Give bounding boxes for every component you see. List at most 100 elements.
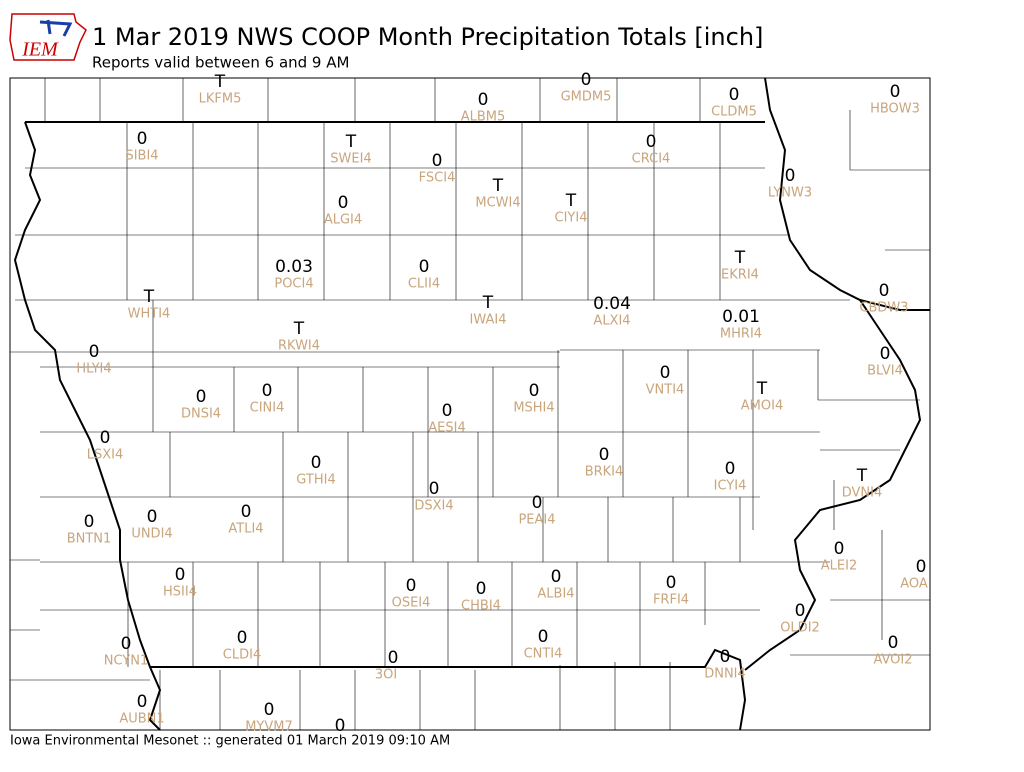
station-label: 3OI xyxy=(375,668,397,683)
station-value: 0 xyxy=(725,459,736,479)
station-label: SWEI4 xyxy=(330,152,371,167)
station-label: AOA xyxy=(900,577,928,592)
station-label: CIYI4 xyxy=(555,211,588,226)
station-label: HLYI4 xyxy=(76,362,111,377)
station-value: 0 xyxy=(795,601,806,621)
station-label: UNDI4 xyxy=(131,527,172,542)
station-value: 0 xyxy=(429,479,440,499)
station-label: CRCI4 xyxy=(632,152,671,167)
station-value: 0 xyxy=(147,507,158,527)
station-label: CLDI4 xyxy=(223,648,261,663)
station-label: LYNW3 xyxy=(768,186,812,201)
station-label: LSXI4 xyxy=(87,448,124,463)
station-value: 0 xyxy=(442,401,453,421)
station-value: 0 xyxy=(581,70,592,90)
station-label: CLDM5 xyxy=(711,105,757,120)
map xyxy=(9,77,931,731)
station-value: T xyxy=(856,466,868,486)
station-label: BLVI4 xyxy=(867,364,903,379)
station-label: DVNI4 xyxy=(842,486,883,501)
station-label: CLII4 xyxy=(408,277,440,292)
station-label: DNNI4 xyxy=(704,667,746,682)
station-label: PEAI4 xyxy=(518,513,555,528)
station-label: ALBM5 xyxy=(461,110,506,125)
station-value: 0 xyxy=(879,281,890,301)
subtitle: Reports valid between 6 and 9 AM xyxy=(92,54,349,72)
station-value: 0 xyxy=(335,716,346,736)
station-value: 0 xyxy=(916,557,927,577)
station-label: FSCI4 xyxy=(419,171,456,186)
station-label: ATLI4 xyxy=(228,522,263,537)
station-value: 0 xyxy=(137,129,148,149)
station-label: MSHI4 xyxy=(513,401,554,416)
station-value: 0 xyxy=(100,428,111,448)
station-label: IWAI4 xyxy=(470,313,507,328)
station-label: CBDW3 xyxy=(859,301,908,316)
station-value: T xyxy=(756,379,768,399)
station-label: AVOI2 xyxy=(873,653,912,668)
station-value: T xyxy=(214,72,226,92)
footer: Iowa Environmental Mesonet :: generated … xyxy=(10,734,450,749)
logo: IEM xyxy=(9,13,87,61)
station-value: 0 xyxy=(419,257,430,277)
station-value: 0 xyxy=(834,539,845,559)
station-label: HSII4 xyxy=(163,585,197,600)
state-border xyxy=(13,77,930,731)
station-value: T xyxy=(293,319,305,339)
station-label: AESI4 xyxy=(428,421,465,436)
station-value: 0 xyxy=(880,344,891,364)
station-label: AUBN1 xyxy=(119,712,164,727)
station-label: MCWI4 xyxy=(475,196,520,211)
station-label: GTHI4 xyxy=(296,473,335,488)
station-label: CHBI4 xyxy=(461,599,501,614)
station-label: DNSI4 xyxy=(181,407,221,422)
station-label: WHTI4 xyxy=(128,307,171,322)
station-label: OLDI2 xyxy=(780,621,820,636)
station-value: 0 xyxy=(646,132,657,152)
station-value: T xyxy=(734,248,746,268)
station-label: CNTI4 xyxy=(524,647,563,662)
station-label: HBOW3 xyxy=(870,102,920,117)
station-value: 0 xyxy=(432,151,443,171)
station-label: FRFI4 xyxy=(653,593,689,608)
station-label: VNTI4 xyxy=(646,383,685,398)
station-label: ALXI4 xyxy=(593,314,630,329)
station-value: 0 xyxy=(660,363,671,383)
station-label: LKFM5 xyxy=(199,92,242,107)
station-value: 0 xyxy=(137,692,148,712)
station-label: DSXI4 xyxy=(414,499,453,514)
station-value: T xyxy=(482,293,494,313)
station-value: 0 xyxy=(338,193,349,213)
station-value: 0 xyxy=(888,633,899,653)
station-value: 0 xyxy=(532,493,543,513)
station-label: BRKI4 xyxy=(585,465,624,480)
station-value: 0 xyxy=(264,700,275,720)
station-value: 0 xyxy=(196,387,207,407)
station-value: 0 xyxy=(476,579,487,599)
station-value: 0 xyxy=(538,627,549,647)
station-value: T xyxy=(565,191,577,211)
station-value: 0 xyxy=(890,82,901,102)
station-label: BNTN1 xyxy=(67,532,112,547)
station-label: OSEI4 xyxy=(392,596,431,611)
station-label: ICYI4 xyxy=(714,479,747,494)
station-value: 0 xyxy=(529,381,540,401)
station-label: POCI4 xyxy=(274,277,313,292)
station-label: ALGI4 xyxy=(324,213,362,228)
station-value: 0.01 xyxy=(722,307,760,327)
station-value: 0 xyxy=(406,576,417,596)
station-label: ALBI4 xyxy=(537,587,574,602)
station-value: 0 xyxy=(785,166,796,186)
station-value: 0 xyxy=(311,453,322,473)
station-value: 0.04 xyxy=(593,294,631,314)
station-value: 0 xyxy=(121,634,132,654)
station-value: T xyxy=(492,176,504,196)
station-label: SIBI4 xyxy=(125,149,158,164)
title: 1 Mar 2019 NWS COOP Month Precipitation … xyxy=(92,23,763,51)
station-value: 0.03 xyxy=(275,257,313,277)
station-label: MHRI4 xyxy=(720,327,762,342)
station-value: 0 xyxy=(388,648,399,668)
station-label: EKRI4 xyxy=(721,268,759,283)
station-value: 0 xyxy=(175,565,186,585)
station-label: CINI4 xyxy=(250,401,285,416)
